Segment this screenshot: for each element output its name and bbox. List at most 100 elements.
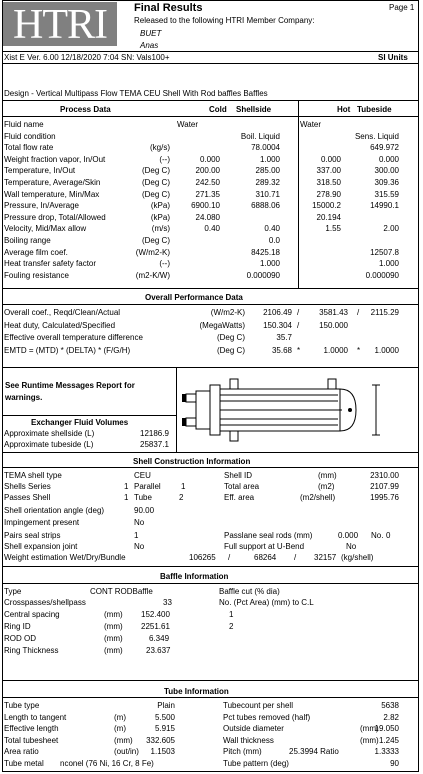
runtime-message: See Runtime Messages Report for warnings…	[5, 381, 135, 402]
overall-label: EMTD = (MTD) * (DELTA) * (F/G/H)	[4, 345, 131, 355]
tube-value-right: 5638	[381, 701, 399, 710]
shellside-value-1: 200.00	[195, 166, 220, 176]
tubeside-value-2: 1.000	[378, 259, 399, 269]
process-unit: (Deg C)	[141, 236, 170, 245]
shell-row: Shell orientation angle (deg) 90.00	[4, 506, 155, 515]
process-unit: (kPa)	[150, 212, 170, 222]
shellside-value-2: 0.40	[264, 224, 280, 234]
overall-title: Overall Performance Data	[145, 293, 243, 302]
tube-row: Area ratio (out/in) 1.1503 Pitch (mm) 25.399…	[0, 747, 423, 757]
tube-value-right: 1.3333	[374, 747, 399, 756]
tube-unit-right: 25.3994 Ratio	[289, 747, 339, 756]
process-unit: (Deg C)	[141, 166, 170, 176]
tubeside-value-1: 1.55	[325, 224, 341, 234]
design-line: Design - Vertical Multipass Flow TEMA CE…	[4, 89, 268, 98]
tube-label-right: Pct tubes removed (half)	[223, 712, 311, 722]
tube-unit: nconel (76 Ni, 16 Cr, 8 Fe)	[60, 758, 154, 768]
tube-value-right: 19.050	[374, 724, 399, 733]
process-unit: (W/m2-K)	[135, 247, 170, 257]
tube-value: 1.1503	[150, 747, 175, 756]
tube-unit: (m)	[114, 724, 126, 733]
tubeside-value-2: 12507.8	[370, 247, 399, 257]
tube-unit: (out/in)	[114, 747, 139, 756]
shell-row: Shells Series 1 Parallel 1 Total area (m…	[4, 482, 399, 491]
overall-label: Overall coef., Reqd/Clean/Actual	[4, 308, 121, 317]
shellside-value-2: 310.71	[255, 189, 280, 199]
shell-end-cap	[339, 388, 357, 432]
separator: *	[297, 345, 301, 355]
process-row: Pressure, In/Average (kPa) 6900.10 6888.06 1…	[0, 201, 423, 211]
exchanger-diagram	[182, 378, 380, 442]
column-divider	[176, 368, 177, 452]
baffle-row: Central spacing (mm) 152.400 1	[4, 610, 234, 619]
units-label: SI Units	[378, 53, 408, 62]
overall-row: Effective overall temperature difference…	[0, 333, 423, 343]
process-row: Total flow rate (kg/s) 78.0004 649.972	[0, 143, 423, 153]
tube-value-right: 90	[390, 758, 399, 768]
process-label: Average film coef.	[4, 247, 68, 257]
divider	[2, 288, 419, 289]
shellside-value-1: 24.080	[195, 212, 220, 222]
tubeside-value-1: 318.50	[316, 178, 341, 187]
shellside-value-1: 6900.10	[191, 201, 220, 211]
baffle-row: Crosspasses/shellpass 33 No. (Pct Area) …	[4, 598, 314, 607]
process-row: Heat transfer safety factor (--) 1.000 1.00…	[0, 259, 423, 269]
tubeside-value-2: 300.00	[374, 166, 399, 176]
tube-label: Tube metal	[4, 758, 44, 768]
overall-value-3: 2115.29	[370, 308, 399, 317]
shellside-value-1: 271.35	[195, 189, 220, 199]
released-to-text: Released to the following HTRI Member Co…	[134, 16, 315, 25]
process-unit: (--)	[159, 154, 170, 164]
divider	[2, 566, 419, 567]
process-row: Fouling resistance (m2-K/W) 0.000090 0.0000…	[0, 271, 423, 281]
overall-value-2: 150.000	[319, 320, 348, 330]
process-row: Average film coef. (W/m2-K) 8425.18 12507.8	[0, 248, 423, 258]
shell-row: Pairs seal strips 1 Passlane seal rods (…	[4, 531, 391, 540]
overall-value-3: 1.0000	[374, 345, 399, 355]
overall-value-2: 1.0000	[323, 345, 348, 355]
tubeside-value-2: 2.00	[383, 224, 399, 234]
tube-unit-right: (mm)	[360, 735, 379, 745]
tube-title: Tube Information	[164, 687, 229, 696]
shellside-value-2: 1.000	[259, 259, 280, 269]
report-title: Final Results	[134, 2, 203, 14]
shellside-value-2: 6888.06	[251, 201, 280, 211]
tube-sheet	[209, 384, 221, 436]
divider	[2, 63, 419, 64]
overall-value-1: 150.304	[263, 320, 292, 330]
volume-row: Approximate tubeside (L) 25837.1	[0, 440, 423, 450]
overall-unit: (Deg C)	[216, 345, 245, 355]
tubeside-value-1: 0.000	[320, 154, 341, 164]
shellside-value-1: 242.50	[195, 178, 220, 187]
shell-nozzle-bottom	[229, 430, 239, 442]
tube-label-right: Outside diameter	[223, 724, 284, 733]
shell-row: Weight estimation Wet/Dry/Bundle 106265 …	[4, 553, 374, 562]
process-unit: (kPa)	[150, 201, 170, 211]
tubeside-value-2: 0.000	[378, 154, 399, 164]
tube-nozzle-out	[185, 417, 197, 427]
tube-unit: (m)	[114, 712, 126, 722]
overall-value-1: 35.68	[271, 345, 292, 355]
process-row: Temperature, In/Out (Deg C) 200.00 285.00 33…	[0, 166, 423, 176]
member-company: BUET	[140, 29, 162, 38]
tube-label-right: Tubecount per shell	[223, 701, 293, 710]
process-label: Velocity, Mid/Max allow	[4, 224, 87, 234]
shellside-value-1: 0.000	[199, 154, 220, 164]
baffle-row: ROD OD (mm) 6.349	[4, 634, 170, 643]
overall-label: Effective overall temperature difference	[4, 333, 143, 343]
shell-nozzle-top-2	[327, 378, 337, 390]
volumes-title: Exchanger Fluid Volumes	[31, 418, 129, 427]
tubeside-value-1: 278.90	[316, 189, 341, 199]
page-number: Page 1	[389, 3, 415, 12]
process-label: Weight fraction vapor, In/Out	[4, 154, 106, 164]
tube-unit: (mm)	[114, 735, 133, 745]
tubeside-value-1: 15000.2	[312, 201, 341, 211]
tubeside-value-2: 315.59	[374, 189, 399, 199]
shellside-value-2: Boil. Liquid	[240, 131, 280, 141]
tube-row: Total tubesheet (mm) 332.605 Wall thickness…	[0, 736, 423, 746]
process-unit: (m/s)	[151, 224, 170, 234]
divider	[2, 467, 419, 468]
process-label: Fouling resistance	[4, 270, 69, 280]
shellside-value-2: 8425.18	[251, 247, 280, 257]
tube-row: Tube type Plain Tubecount per shell 5638	[0, 701, 423, 711]
